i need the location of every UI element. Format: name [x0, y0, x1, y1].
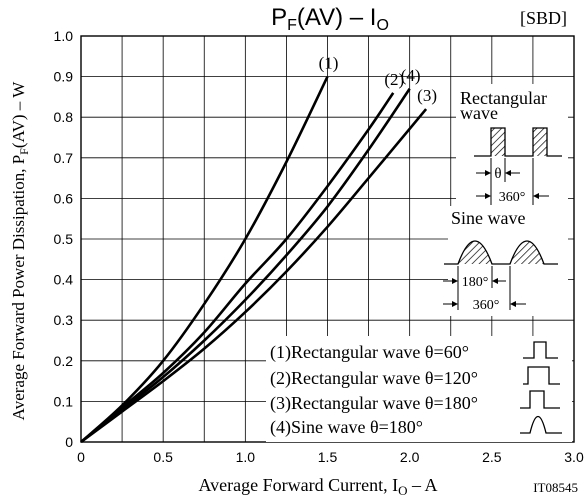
x-tick-label: 1.0 — [236, 449, 256, 465]
chart-title: PF(AV) – IO — [271, 4, 389, 34]
x-tick-labels: 0 0.5 1.0 1.5 2.0 2.5 3.0 — [77, 449, 584, 465]
series — [80, 76, 428, 444]
series-label: (1) — [319, 54, 339, 73]
series-label: (4) — [401, 66, 421, 85]
legend-icon-rect-120 — [523, 366, 560, 385]
series-labels: (1) (2)(4)(3) — [319, 54, 437, 105]
legend-item-2: (2)Rectangular wave θ=120° — [270, 368, 478, 389]
sine-wave-icon — [444, 240, 558, 265]
y-tick-label: 1.0 — [54, 28, 74, 44]
x-tick-label: 1.5 — [318, 449, 338, 465]
legend-icon-rect-180 — [520, 390, 560, 409]
series-line-3 — [80, 88, 411, 444]
y-tick-label: 0.6 — [54, 190, 74, 206]
y-tick-label: 0.2 — [54, 353, 74, 369]
chart-tag: [SBD] — [520, 8, 567, 28]
y-tick-label: 0 — [65, 434, 73, 450]
x-tick-label: 3.0 — [564, 449, 584, 465]
y-tick-label: 0.9 — [54, 69, 74, 85]
x-tick-label: 2.0 — [400, 449, 420, 465]
rectangular-wave-inset: Rectangular wave θ 360° — [456, 84, 568, 210]
sine-wave-inset: Sine wave 180° 360° — [443, 206, 568, 316]
y-tick-label: 0.5 — [54, 231, 74, 247]
sine-wave-title: Sine wave — [451, 208, 525, 228]
legend-icon-rect-60 — [523, 341, 558, 359]
sine-period-label: 360° — [473, 298, 500, 313]
series-label: (2) — [384, 70, 404, 89]
series-line-4 — [80, 108, 428, 444]
y-tick-label: 0.1 — [54, 393, 74, 409]
legend-item-3: (3)Rectangular wave θ=180° — [270, 393, 478, 414]
y-tick-label: 0.4 — [54, 272, 74, 288]
y-axis-label: Average Forward Power Dissipation, PF(AV… — [9, 81, 31, 421]
series-line-2 — [80, 92, 395, 443]
series-line-1 — [80, 76, 329, 443]
rect-period-label: 360° — [499, 190, 526, 205]
legend-item-4: (4)Sine wave θ=180° — [270, 417, 423, 438]
rectangular-wave-title-2: wave — [460, 103, 498, 123]
x-tick-label: 2.5 — [482, 449, 502, 465]
legend-icon-sine — [520, 415, 562, 434]
x-axis-label: Average Forward Current, IO – A — [199, 475, 438, 496]
y-tick-label: 0.8 — [54, 109, 74, 125]
x-tick-label: 0 — [77, 449, 85, 465]
y-tick-label: 0.7 — [54, 150, 74, 166]
y-tick-labels: 0 0.1 0.2 0.3 0.4 0.5 0.6 0.7 0.8 0.9 1.0 — [54, 28, 74, 450]
y-tick-label: 0.3 — [54, 312, 74, 328]
legend: (1)Rectangular wave θ=60° (2)Rectangular… — [266, 336, 572, 442]
sine-half-label: 180° — [462, 275, 489, 290]
x-tick-label: 0.5 — [153, 449, 173, 465]
series-label: (3) — [417, 86, 437, 105]
legend-item-1: (1)Rectangular wave θ=60° — [270, 342, 469, 363]
rectangular-wave-title: Rectangular — [460, 88, 547, 108]
theta-label: θ — [494, 166, 501, 182]
figure-code: IT08545 — [533, 480, 578, 495]
